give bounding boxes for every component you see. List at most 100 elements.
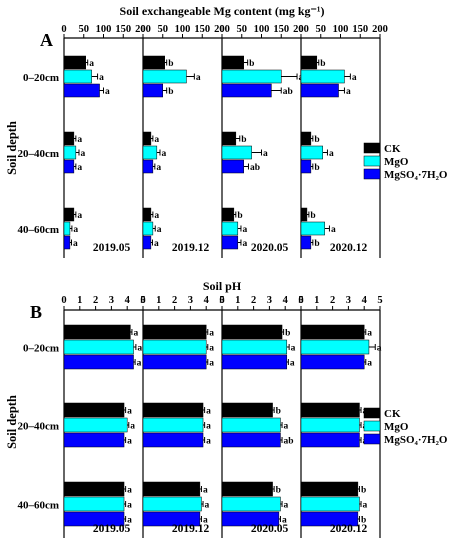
- bar: [221, 432, 281, 448]
- significance-letter: a: [291, 344, 296, 354]
- bar: [300, 417, 360, 433]
- x-tick-label: 4: [204, 295, 210, 306]
- x-tick-label: 0: [298, 295, 303, 306]
- x-tick-label: 150: [115, 24, 131, 35]
- bar: [142, 481, 201, 497]
- x-tick-label: 0: [219, 24, 224, 35]
- significance-letter: b: [237, 211, 242, 221]
- significance-letter: b: [276, 407, 281, 417]
- bar: [63, 432, 125, 448]
- significance-letter: b: [249, 59, 254, 69]
- subpanel-label: 2020.12: [330, 242, 368, 254]
- panel-label: A: [40, 30, 53, 50]
- bar: [300, 432, 360, 448]
- significance-letter: a: [203, 516, 208, 526]
- x-tick-label: 5: [140, 295, 145, 306]
- x-tick-label: 4: [362, 295, 368, 306]
- significance-letter: b: [361, 486, 366, 496]
- panel-label: B: [30, 302, 42, 322]
- subpanel-label: 2020.05: [251, 242, 289, 254]
- x-tick-label: 1: [314, 295, 319, 306]
- bar: [221, 159, 244, 174]
- bar: [63, 402, 125, 418]
- legend-label: MgO: [384, 421, 409, 433]
- x-tick-label: 100: [254, 24, 270, 35]
- bar: [300, 481, 359, 497]
- significance-letter: a: [284, 422, 289, 432]
- significance-letter: ab: [284, 437, 294, 447]
- bar: [221, 417, 281, 433]
- significance-letter: b: [314, 163, 319, 173]
- category-label: 0–20cm: [23, 72, 59, 84]
- x-tick-label: 0: [219, 295, 224, 306]
- x-tick-label: 2: [330, 295, 335, 306]
- bar: [142, 55, 165, 70]
- bar: [300, 339, 370, 355]
- significance-letter: a: [331, 225, 336, 235]
- significance-letter: b: [241, 135, 246, 145]
- significance-letter: a: [290, 359, 295, 369]
- bar: [221, 481, 273, 497]
- category-label: 40–60cm: [17, 224, 59, 236]
- bar: [142, 69, 187, 84]
- bar: [221, 354, 288, 370]
- significance-letter: a: [137, 344, 142, 354]
- x-tick-label: 3: [267, 295, 272, 306]
- bar: [300, 83, 339, 98]
- significance-letter: a: [329, 149, 334, 159]
- bar: [63, 417, 128, 433]
- significance-letter: b: [285, 329, 290, 339]
- x-tick-label: 150: [352, 24, 368, 35]
- legend-label: CK: [384, 143, 401, 155]
- x-tick-label: 0: [140, 24, 145, 35]
- bar: [63, 159, 75, 174]
- bar: [63, 131, 75, 146]
- x-tick-label: 2: [172, 295, 177, 306]
- significance-letter: a: [127, 437, 132, 447]
- significance-letter: a: [377, 344, 382, 354]
- bar: [221, 145, 252, 160]
- category-label: 0–20cm: [23, 343, 59, 355]
- x-tick-label: 4: [283, 295, 289, 306]
- significance-letter: b: [320, 59, 325, 69]
- bar: [63, 354, 134, 370]
- significance-letter: a: [157, 225, 162, 235]
- significance-letter: a: [99, 73, 104, 83]
- bar: [300, 145, 323, 160]
- subpanel-label: 2019.05: [93, 242, 131, 254]
- significance-letter: ab: [283, 87, 293, 97]
- bar: [63, 207, 75, 222]
- bar: [221, 221, 239, 236]
- significance-letter: a: [367, 329, 372, 339]
- legend-swatch: [363, 407, 381, 419]
- significance-letter: a: [209, 329, 214, 339]
- significance-letter: a: [154, 211, 159, 221]
- significance-letter: a: [242, 225, 247, 235]
- significance-letter: a: [73, 225, 78, 235]
- significance-letter: ab: [250, 163, 260, 173]
- legend-label: MgSO₄·7H₂O: [384, 434, 448, 446]
- bar: [300, 159, 312, 174]
- bar: [300, 207, 308, 222]
- x-tick-label: 1: [156, 295, 161, 306]
- x-tick-label: 0: [140, 295, 145, 306]
- significance-letter: a: [130, 422, 135, 432]
- x-tick-label: 50: [237, 24, 248, 35]
- x-tick-label: 100: [333, 24, 349, 35]
- bar: [221, 83, 272, 98]
- significance-letter: a: [206, 407, 211, 417]
- bar: [142, 339, 207, 355]
- bar: [221, 131, 237, 146]
- significance-letter: a: [154, 135, 159, 145]
- bar: [300, 55, 318, 70]
- bar: [142, 221, 154, 236]
- subpanel-label: 2020.05: [251, 523, 289, 535]
- x-tick-label: 5: [219, 295, 224, 306]
- significance-letter: a: [105, 87, 110, 97]
- significance-letter: b: [361, 516, 366, 526]
- significance-letter: b: [276, 486, 281, 496]
- category-label: 20–40cm: [17, 148, 59, 160]
- x-tick-label: 3: [109, 295, 114, 306]
- x-tick-label: 3: [188, 295, 193, 306]
- significance-letter: a: [127, 486, 132, 496]
